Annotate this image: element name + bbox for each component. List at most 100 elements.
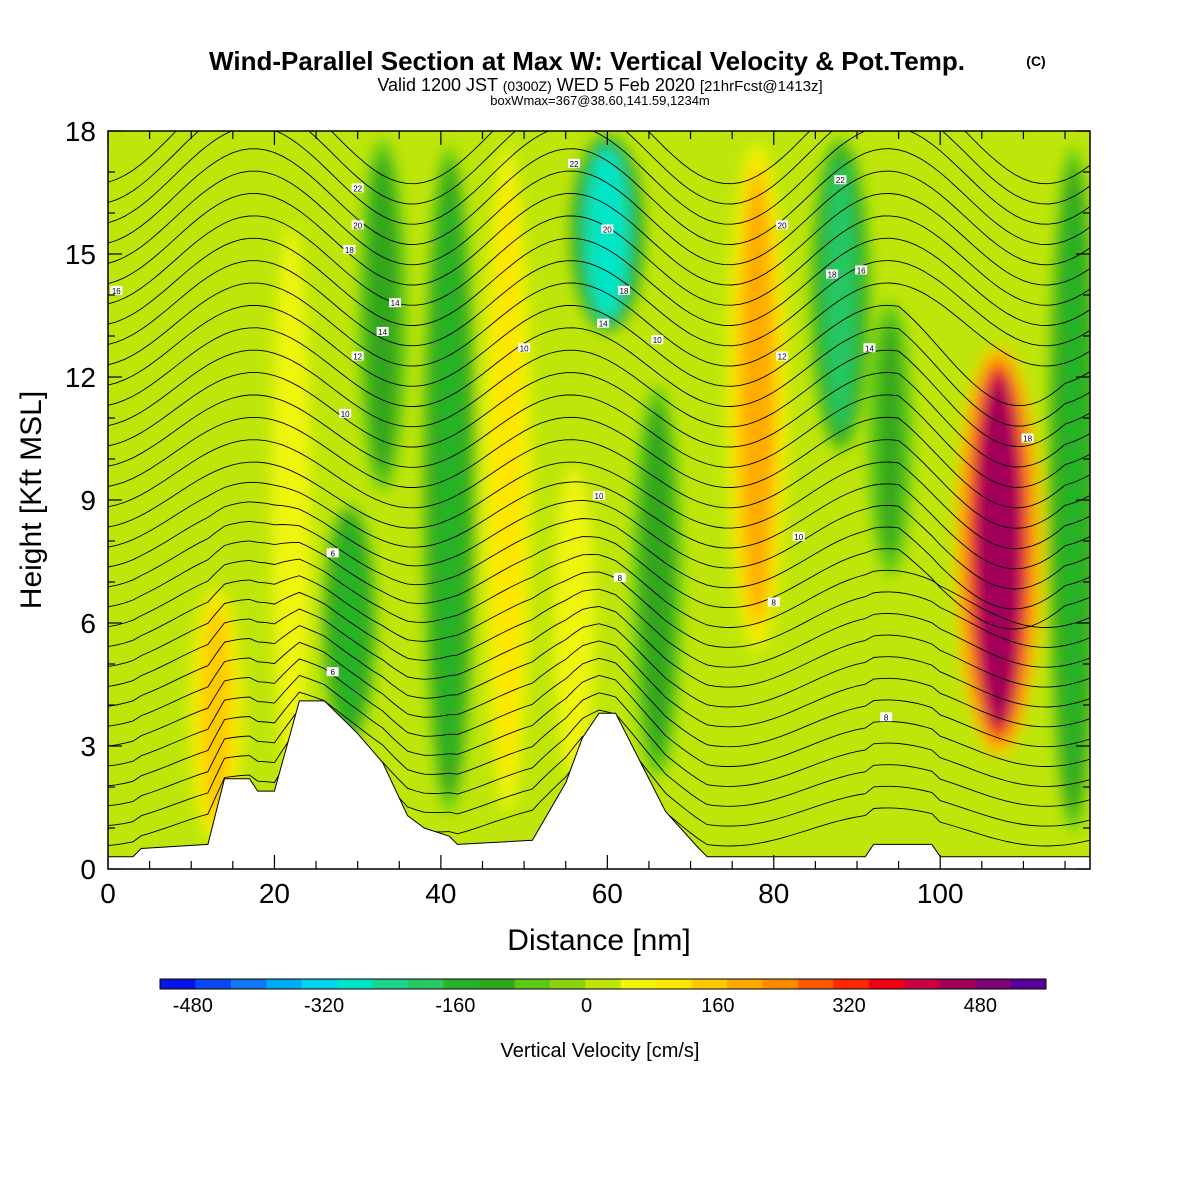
contour-label-bg	[613, 572, 626, 582]
contour-label-text: 22	[353, 184, 362, 193]
updraft-core	[741, 178, 773, 617]
subtitle-forecast: [21hrFcst@1413z]	[700, 78, 823, 95]
isentrope-line	[108, 657, 1090, 748]
contour-label-bg	[601, 224, 614, 234]
y-tick-label: 3	[80, 731, 96, 762]
contour-label-text: 10	[520, 344, 529, 353]
contour-label-bg	[776, 351, 789, 361]
contour-label: 8	[767, 597, 780, 608]
contour-label-text: 14	[865, 344, 874, 353]
contour-label-bg	[568, 158, 581, 168]
contour-label: 14	[863, 343, 876, 353]
isentrope-line	[108, 215, 1090, 306]
colorbar-swatch	[478, 979, 515, 989]
updraft-core	[976, 374, 1021, 728]
isentrope-line	[108, 708, 1090, 807]
contour-label: 16	[110, 285, 123, 296]
isentrope-line	[108, 518, 1090, 610]
colorbar-swatch	[266, 979, 303, 989]
colorbar-swatch	[1010, 979, 1047, 989]
isentrope-line	[108, 553, 1090, 628]
x-axis-label: Distance [nm]	[507, 924, 690, 957]
contour-label-bg	[351, 220, 364, 230]
isentrope-line	[108, 481, 1090, 570]
terrain	[107, 700, 1091, 870]
colorbar-swatch	[656, 979, 693, 989]
chart-subtitle: Valid 1200 JST (0300Z) WED 5 Feb 2020 [2…	[377, 75, 822, 95]
contour-label: 6	[326, 667, 339, 677]
x-tick-label: 0	[100, 878, 116, 909]
contour-label-text: 18	[345, 246, 354, 255]
contour-label-text: 6	[330, 549, 335, 558]
colorbar-swatch	[443, 979, 480, 989]
contour-label-bg	[351, 183, 364, 193]
colorbar-swatch	[372, 979, 409, 989]
y-tick-label: 18	[65, 116, 96, 147]
contour-label: 12	[776, 351, 789, 362]
contour-label-text: 22	[570, 160, 579, 169]
contour-label: 6	[326, 548, 339, 558]
subtitle-date: WED 5 Feb 2020	[557, 75, 695, 95]
potential-temperature-contours	[108, 131, 1090, 847]
colorbar-swatch	[797, 979, 834, 989]
colorbar-swatch	[939, 979, 976, 989]
contour-label: 8	[613, 572, 626, 583]
contour-label-bg	[1021, 433, 1034, 443]
contour-label-bg	[110, 285, 123, 295]
contour-label-bg	[617, 285, 630, 295]
y-tick-label: 6	[80, 608, 96, 639]
contour-label-text: 6	[330, 668, 335, 677]
downdraft-core	[588, 149, 626, 318]
contour-label-text: 12	[353, 353, 362, 362]
isentrope-line	[108, 131, 1090, 225]
contour-label-text: 14	[378, 328, 387, 337]
downdraft-core	[370, 164, 395, 467]
colorbar-swatch	[195, 979, 232, 989]
contour-label-text: 8	[772, 599, 777, 608]
colorbar-swatch	[975, 979, 1012, 989]
x-tick-label: 100	[917, 878, 964, 909]
contour-label-bg	[855, 265, 868, 275]
box-info: boxWmax=367@38.60,141.59,1234m	[490, 93, 710, 108]
colorbar-swatch	[514, 979, 551, 989]
contour-label-text: 8	[618, 574, 623, 583]
subtitle-valid: Valid 1200 JST	[377, 75, 498, 95]
contour-label-text: 10	[341, 410, 350, 419]
updraft-core	[281, 264, 302, 736]
isentrope-line	[108, 304, 1090, 407]
contour-label-bg	[389, 298, 402, 308]
colorbar-swatch	[337, 979, 374, 989]
colorbar-frame	[159, 978, 1047, 990]
isentrope-line	[108, 674, 1090, 767]
colorbar-swatch	[585, 979, 622, 989]
contour-label-bg	[593, 490, 605, 500]
colorbar-tick-label: 320	[832, 995, 865, 1017]
contour-label: 22	[351, 183, 364, 193]
contour-label: 8	[880, 712, 893, 722]
colorbar-swatch	[727, 979, 763, 989]
contour-label: 12	[351, 351, 364, 362]
contour-label-text: 18	[1023, 435, 1032, 444]
isentrope-line	[108, 536, 1090, 630]
chart-title: Wind-Parallel Section at Max W: Vertical…	[209, 46, 965, 76]
plot-area: 16 22 20 18 14 14 12 10 6 6 22 20 18 14 10 10 10 8 20 12 10 8…	[65, 116, 1091, 909]
updraft-core	[495, 193, 520, 766]
contour-label-text: 16	[112, 287, 121, 296]
downdraft-core	[335, 522, 364, 724]
isentrope-line	[108, 461, 1090, 550]
contour-label-text: 12	[778, 353, 787, 362]
y-tick-label: 9	[80, 485, 96, 516]
isentrope-line	[108, 193, 1090, 286]
contour-label: 20	[601, 224, 614, 234]
isentrope-line	[108, 327, 1090, 427]
contour-label-bg	[597, 318, 610, 328]
isentrope-line	[108, 170, 1090, 266]
x-tick-label: 60	[592, 878, 623, 909]
velocity-field	[108, 131, 1090, 869]
x-axis-ticks: 0 20 40 60 80 100	[100, 131, 1066, 909]
contour-label-text: 20	[353, 221, 362, 230]
contour-label-bg	[863, 343, 876, 353]
contour-labels: 16 22 20 18 14 14 12 10 6 6 22 20 18 14 10 10 10 8 20 12 10 8…	[110, 158, 1034, 722]
downdraft-core	[644, 413, 670, 751]
downdraft-core	[1060, 195, 1087, 784]
